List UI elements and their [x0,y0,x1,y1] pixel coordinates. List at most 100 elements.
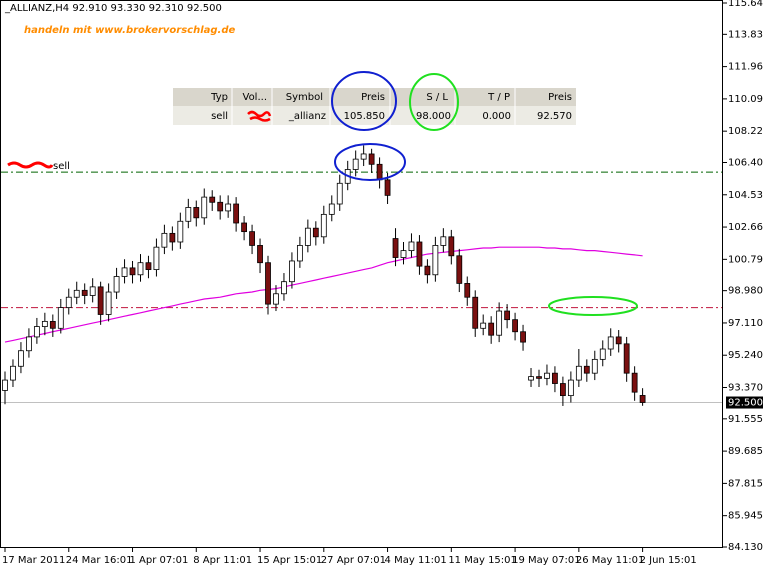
y-tick-label: 98.980 [728,286,763,297]
moving-average [4,246,643,343]
candle-body [296,245,303,262]
candle-body [257,245,263,264]
candle-body [567,379,574,397]
candle-body [304,227,311,246]
candle-body [456,255,463,284]
column-header: S / L [426,92,448,103]
column-header: Preis [361,92,385,103]
x-tick-label: 11 May 15:01 [448,555,517,566]
y-tick-label: 85.945 [728,511,763,522]
candle-body [312,227,319,238]
y-tick-label: 106.405 [728,157,763,168]
candle-body [89,286,96,296]
plot [1,145,722,406]
column-header: T / P [487,92,510,103]
symbol-line: _ALLIANZ,H4 92.910 93.330 92.310 92.500 [4,3,222,14]
y-tick-label: 97.110 [728,318,763,329]
x-tick-label: 2 Jun 15:01 [640,555,697,566]
y-tick-label: 100.795 [728,254,763,265]
candle-body [145,262,152,271]
candle-body [18,350,24,367]
highlight-ellipse [334,143,406,181]
column-header: Symbol [286,92,323,103]
cell: sell [211,111,228,122]
candle-body [480,322,487,329]
candle-body [488,322,495,336]
candle-body [153,246,160,271]
candle-body [392,238,399,258]
candle-body [121,267,128,277]
candle-body [368,153,375,165]
candle-body [57,307,64,329]
candle-body [201,196,208,219]
y-tick-label: 91.555 [728,414,763,425]
highlight-ellipse [331,71,397,131]
highlight-ellipse [548,296,638,316]
y-tick-label: 89.685 [728,446,763,457]
table-header-bg [173,88,576,106]
candle-body [241,222,248,233]
y-tick-label: 87.815 [728,478,763,489]
candle-body [320,213,327,238]
candle-body [440,236,447,246]
candle-body [496,310,503,336]
candle-body [137,262,144,276]
y-tick-label: 104.535 [728,190,763,201]
candle-body [504,310,511,321]
candle-body [615,336,622,345]
column-header: Typ [210,92,228,103]
y-tick-label: 111.960 [728,62,763,73]
candle-body [289,260,295,283]
candle-body [97,286,104,315]
candle-body [639,395,646,403]
candle-body [544,372,550,379]
candle-body [607,336,614,350]
candle-body [631,372,638,393]
candle-body [193,207,200,219]
candle-body [360,153,367,160]
candle-body [273,293,279,305]
column-header: Preis [548,92,572,103]
x-tick-label: 19 May 07:01 [512,555,581,566]
y-tick-label: 93.370 [728,383,763,394]
candle-body [185,207,192,222]
candle-body [448,236,455,257]
candle-body [408,241,415,252]
candle-body [265,262,271,305]
redaction [247,110,272,122]
cell: 105.850 [344,111,385,122]
last-price-box [726,396,763,409]
candle-body [416,241,423,267]
candle-body [10,365,16,381]
candle-body [73,289,80,298]
cell: 0.000 [482,111,511,122]
table-row-bg [173,106,576,125]
watermark: handeln mit www.brokervorschlag.de [24,25,236,36]
candle-body [249,231,255,246]
x-tick-label: 15 Apr 15:01 [257,555,322,566]
candle-body [26,336,32,352]
last-price-label: 92.500 [728,398,763,409]
plot-border [0,0,723,548]
candle-body [281,281,287,295]
x-tick-label: 4 May 11:01 [385,555,447,566]
candle-body [552,372,558,384]
candle-body [105,291,112,315]
candle-body [81,289,88,296]
candle-body [233,203,240,224]
redaction [7,161,54,169]
candle-body [472,296,479,329]
candle-body [49,320,56,329]
y-tick-label: 102.665 [728,222,763,233]
candle-body [599,348,606,360]
candle-body [512,319,518,333]
candle-body [177,220,184,243]
order-label: sell [53,161,70,172]
candle-body [400,250,407,258]
x-tick-label: 24 Mar 16:01 [66,555,133,566]
x-tick-label: 26 May 11:01 [576,555,645,566]
cell: 98.000 [416,111,451,122]
candle-body [41,320,48,327]
candle-body [536,376,542,379]
